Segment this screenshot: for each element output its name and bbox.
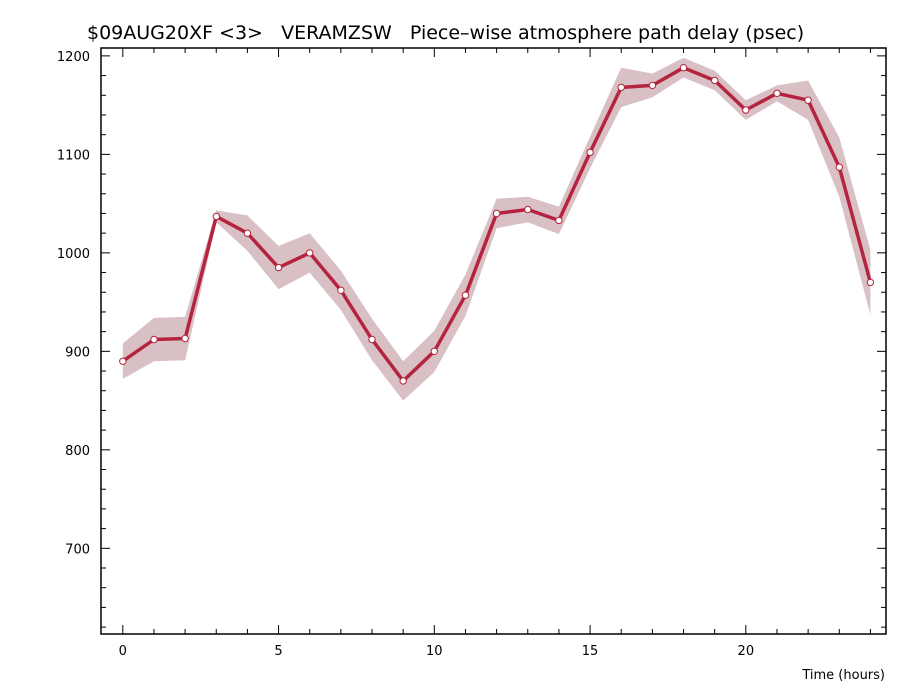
data-point [679,64,688,72]
data-point [337,286,345,294]
data-point [711,76,719,85]
data-point [648,81,657,90]
data-point [773,89,781,98]
data-point [212,212,221,221]
y-tick-label: 900 [65,345,90,360]
data-point [461,291,470,299]
data-point [181,334,189,343]
data-point [742,106,750,114]
data-point [399,377,407,385]
y-tick-label: 800 [65,444,90,459]
data-point [586,148,594,157]
data-point [368,335,376,344]
x-tick-label: 15 [582,644,599,659]
data-point [804,96,812,104]
data-points-layer [119,64,875,385]
chart-title: $09AUG20XF <3> VERAMZSW Piece–wise atmos… [87,22,804,44]
data-point [243,229,252,237]
axis-ticks-layer [101,48,886,634]
x-tick-label: 10 [426,644,443,659]
data-point [524,205,532,214]
tick-labels-layer: 0 5 10 15 20 700 800 900 1000 1100 1200 [57,50,754,659]
x-axis-label: Time (hours) [801,668,885,683]
x-tick-label: 20 [738,644,755,659]
y-tick-label: 1100 [57,148,90,163]
data-point [555,216,563,225]
x-tick-label: 5 [274,644,282,659]
data-point [274,263,283,272]
data-point [150,335,158,344]
y-tick-label: 1200 [57,50,90,65]
plot-frame [100,47,887,635]
y-tick-label: 700 [65,542,90,557]
y-tick-label: 1000 [57,247,90,262]
x-tick-label: 0 [119,644,127,659]
data-point [306,249,314,257]
data-point [835,163,843,171]
data-point [119,357,127,365]
data-point [866,278,875,287]
data-point [617,83,625,92]
error-band-layer [122,57,871,401]
data-point [430,347,438,355]
data-point [492,209,501,218]
error-band [122,57,871,401]
